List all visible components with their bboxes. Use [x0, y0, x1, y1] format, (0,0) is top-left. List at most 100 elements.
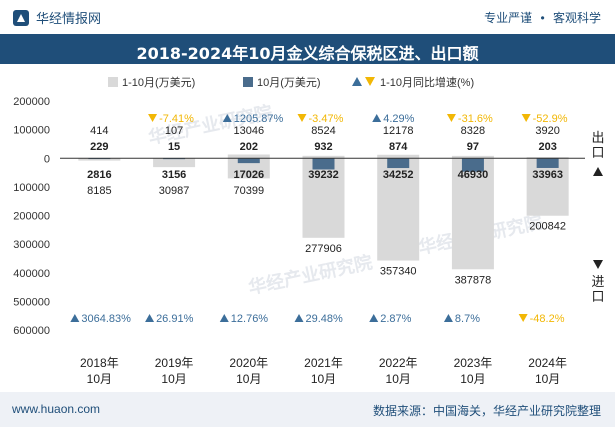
import-growth-label: 3064.83% [81, 313, 131, 325]
import-monthly-label: 33963 [532, 169, 563, 181]
header-tags: 专业严谨 • 客观科学 [484, 9, 601, 26]
import-cumulative-label: 387878 [455, 274, 492, 286]
y-tick-label: 400000 [13, 268, 50, 280]
x-tick-label: 10月 [236, 372, 261, 386]
export-growth-label: -52.9% [533, 113, 568, 125]
tag-professional: 专业严谨 [484, 11, 533, 25]
import-growth-label: 8.7% [455, 313, 480, 325]
export-monthly-label: 15 [168, 141, 180, 153]
footer-source: 数据来源：中国海关，华经产业研究院整理 [372, 404, 601, 418]
export-cumulative-label: 13046 [233, 125, 264, 137]
import-growth-label: -48.2% [530, 313, 565, 325]
brand-logo-icon [13, 9, 29, 26]
growth-down-triangle-icon [297, 114, 307, 122]
import-growth-label: 26.91% [156, 313, 194, 325]
export-cumulative-label: 107 [165, 125, 183, 137]
export-growth-label: 4.29% [383, 113, 414, 125]
y-tick-label: 300000 [13, 239, 50, 251]
import-cumulative-label: 200842 [529, 221, 566, 233]
legend-label-growth: 1-10月同比增速(%) [380, 75, 474, 89]
growth-down-triangle-icon [518, 314, 528, 322]
growth-up-triangle-icon [294, 314, 304, 322]
import-side-label-char: 口 [591, 289, 604, 304]
growth-up-triangle-icon [372, 114, 382, 122]
legend-swatch-cumulative [108, 77, 118, 87]
export-cumulative-bar [377, 154, 420, 159]
import-growth-label: 12.76% [231, 313, 269, 325]
x-tick-label: 2019年 [155, 356, 194, 370]
y-tick-label: 100000 [13, 182, 50, 194]
export-monthly-label: 202 [240, 141, 258, 153]
y-tick-label: 0 [44, 153, 50, 165]
x-tick-label: 2022年 [379, 356, 418, 370]
import-monthly-bar [461, 158, 484, 172]
watermark-text: 华经产业研究院 [246, 251, 374, 298]
growth-down-triangle-icon [446, 114, 456, 122]
brand: 华经情报网 [12, 8, 101, 27]
title-bar: 2018-2024年10月金义综合保税区进、出口额 [0, 34, 615, 64]
import-cumulative-bar [227, 158, 270, 179]
growth-down-triangle-icon [148, 114, 158, 122]
export-monthly-label: 932 [314, 141, 332, 153]
y-tick-label: 100000 [13, 125, 50, 137]
x-tick-label: 2024年 [528, 356, 567, 370]
import-monthly-bar [387, 158, 410, 169]
x-tick-label: 2021年 [304, 356, 343, 370]
x-tick-label: 10月 [460, 372, 485, 386]
export-side-label-char: 出 [591, 130, 604, 145]
x-tick-label: 10月 [386, 372, 411, 386]
chart-title: 2018-2024年10月金义综合保税区进、出口额 [136, 44, 479, 63]
legend-up-triangle-icon [352, 77, 362, 86]
growth-up-triangle-icon [369, 314, 379, 322]
import-cumulative-bar [377, 158, 420, 261]
export-growth-label: -3.47% [309, 113, 344, 125]
import-cumulative-label: 30987 [159, 185, 190, 197]
import-monthly-bar [237, 158, 260, 164]
x-tick-label: 2023年 [454, 356, 493, 370]
import-cumulative-bar [153, 158, 196, 168]
legend-label-monthly: 10月(万美元) [257, 76, 321, 89]
export-cumulative-label: 8328 [461, 125, 485, 137]
growth-down-triangle-icon [521, 114, 531, 122]
import-growth-label: 29.48% [306, 313, 344, 325]
growth-up-triangle-icon [219, 314, 229, 322]
top-bar: 华经情报网 专业严谨 • 客观科学 [0, 0, 615, 34]
export-cumulative-label: 3920 [535, 125, 559, 137]
legend-label-cumulative: 1-10月(万美元) [122, 76, 195, 89]
x-tick-label: 2020年 [229, 356, 268, 370]
growth-up-triangle-icon [222, 114, 232, 122]
x-tick-label: 2018年 [80, 356, 119, 370]
import-cumulative-label: 70399 [233, 185, 264, 197]
legend-swatch-monthly [243, 77, 253, 87]
y-tick-label: 200000 [13, 211, 50, 223]
import-monthly-bar [312, 158, 335, 170]
tag-objective: 客观科学 [552, 11, 601, 25]
export-monthly-label: 203 [538, 141, 556, 153]
import-monthly-label: 39232 [308, 169, 339, 181]
export-cumulative-label: 8524 [311, 125, 335, 137]
y-tick-label: 200000 [13, 96, 50, 108]
growth-up-triangle-icon [443, 314, 453, 322]
export-side-label-char: 口 [591, 145, 604, 160]
export-growth-label: -7.41% [159, 113, 194, 125]
import-monthly-label: 3156 [162, 169, 186, 181]
x-tick-label: 10月 [87, 372, 112, 386]
import-cumulative-label: 357340 [380, 266, 417, 278]
import-monthly-bar [536, 158, 559, 168]
import-cumulative-label: 8185 [87, 185, 111, 197]
export-monthly-label: 97 [467, 141, 479, 153]
import-side-label-char: 进 [591, 274, 604, 289]
brand-name: 华经情报网 [36, 11, 102, 26]
export-cumulative-bar [302, 155, 345, 159]
import-growth-label: 2.87% [380, 313, 411, 325]
import-monthly-label: 46930 [458, 169, 489, 181]
growth-up-triangle-icon [70, 314, 80, 322]
export-cumulative-label: 12178 [383, 125, 414, 137]
export-cumulative-bar [227, 154, 270, 159]
x-tick-label: 10月 [535, 372, 560, 386]
export-growth-label: -31.6% [458, 113, 493, 125]
export-growth-label: 1205.87% [234, 113, 284, 125]
tag-separator: • [540, 11, 545, 25]
import-monthly-label: 2816 [87, 169, 111, 181]
legend-down-triangle-icon [365, 77, 375, 86]
